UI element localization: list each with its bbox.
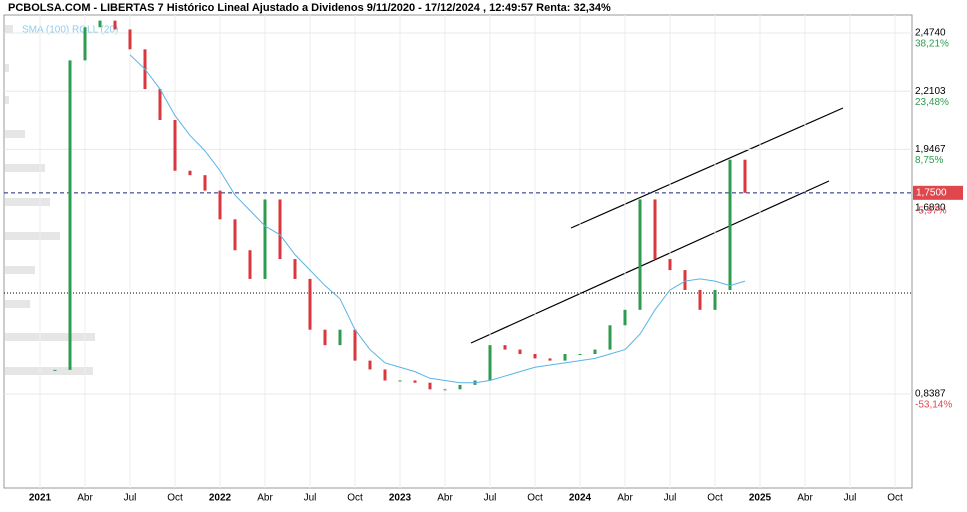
candle: [458, 384, 462, 390]
candle: [158, 89, 162, 120]
candle: [548, 358, 552, 361]
candle: [263, 199, 267, 279]
candle: [68, 60, 72, 370]
x-tick-label: Oct: [167, 493, 183, 504]
candle: [323, 329, 327, 346]
x-tick-label: Abr: [617, 493, 633, 504]
candle: [278, 199, 282, 260]
candle: [188, 170, 192, 176]
candle: [728, 159, 732, 290]
candle: [113, 20, 117, 30]
candle: [638, 199, 642, 310]
candle: [533, 353, 537, 359]
x-tick-label: 2025: [749, 493, 772, 504]
candle: [668, 259, 672, 271]
x-tick-label: 2021: [29, 493, 52, 504]
candle: [173, 119, 177, 171]
plot-frame: [3, 14, 913, 489]
y-tick-change: 38,21%: [915, 39, 949, 50]
channel-line-lower: [470, 180, 830, 344]
x-tick-label: Abr: [797, 493, 813, 504]
candle: [83, 27, 87, 61]
channel-line-upper: [570, 107, 844, 229]
candle: [248, 250, 252, 279]
x-tick-label: 2022: [209, 493, 232, 504]
candle: [353, 329, 357, 361]
sma-line: [129, 54, 746, 384]
y-tick-label: 2,4740: [915, 28, 946, 39]
candle: [488, 345, 492, 381]
candle: [593, 349, 597, 354]
candle: [698, 289, 702, 310]
candle: [608, 325, 612, 350]
candle: [98, 20, 102, 28]
secondary-price-label: 1,6830: [915, 202, 946, 213]
candle: [743, 159, 747, 193]
x-tick-label: Oct: [887, 493, 903, 504]
chart-title: PCBOLSA.COM - LIBERTAS 7 Histórico Linea…: [8, 2, 611, 14]
candle: [683, 270, 687, 290]
candle: [128, 29, 132, 50]
x-tick-label: Jul: [124, 493, 137, 504]
y-tick-change: 23,48%: [915, 97, 949, 108]
x-tick-label: Jul: [484, 493, 497, 504]
candle: [563, 353, 567, 361]
y-tick-change: 8,75%: [915, 155, 943, 166]
candle: [293, 259, 297, 279]
left-volume-profile: [5, 25, 95, 375]
candle: [443, 389, 447, 391]
candle: [518, 349, 522, 354]
x-tick-label: Oct: [707, 493, 723, 504]
candle: [578, 353, 582, 355]
candle: [653, 199, 657, 260]
candle: [218, 190, 222, 220]
candle: [503, 345, 507, 350]
current-price-box: [913, 185, 963, 200]
x-tick-label: Abr: [257, 493, 273, 504]
x-tick-label: Abr: [437, 493, 453, 504]
candle: [368, 360, 372, 370]
y-tick-label: 1,9467: [915, 144, 946, 155]
candle: [203, 175, 207, 191]
candle: [383, 369, 387, 381]
y-tick-label: 2,2103: [915, 86, 946, 97]
candle: [623, 309, 627, 326]
y-tick-label: 0,8387: [915, 389, 946, 400]
x-tick-label: Jul: [844, 493, 857, 504]
x-tick-label: Jul: [664, 493, 677, 504]
candle: [308, 278, 312, 330]
current-change: -5,97%: [915, 205, 947, 216]
candle: [398, 380, 402, 382]
legend-label: SMA (100) ROLL (20): [22, 25, 118, 36]
candle: [233, 219, 237, 251]
x-tick-label: Abr: [77, 493, 93, 504]
candle: [338, 329, 342, 346]
candle: [713, 289, 717, 310]
x-tick-label: 2023: [389, 493, 412, 504]
x-tick-label: Oct: [347, 493, 363, 504]
candle: [53, 369, 57, 371]
current-price-label: 1,7500: [916, 187, 947, 198]
x-tick-label: Oct: [527, 493, 543, 504]
candle: [413, 380, 417, 383]
x-tick-label: Jul: [304, 493, 317, 504]
y-tick-change: -53,14%: [915, 400, 952, 411]
candle: [428, 382, 432, 390]
x-tick-label: 2024: [569, 493, 592, 504]
